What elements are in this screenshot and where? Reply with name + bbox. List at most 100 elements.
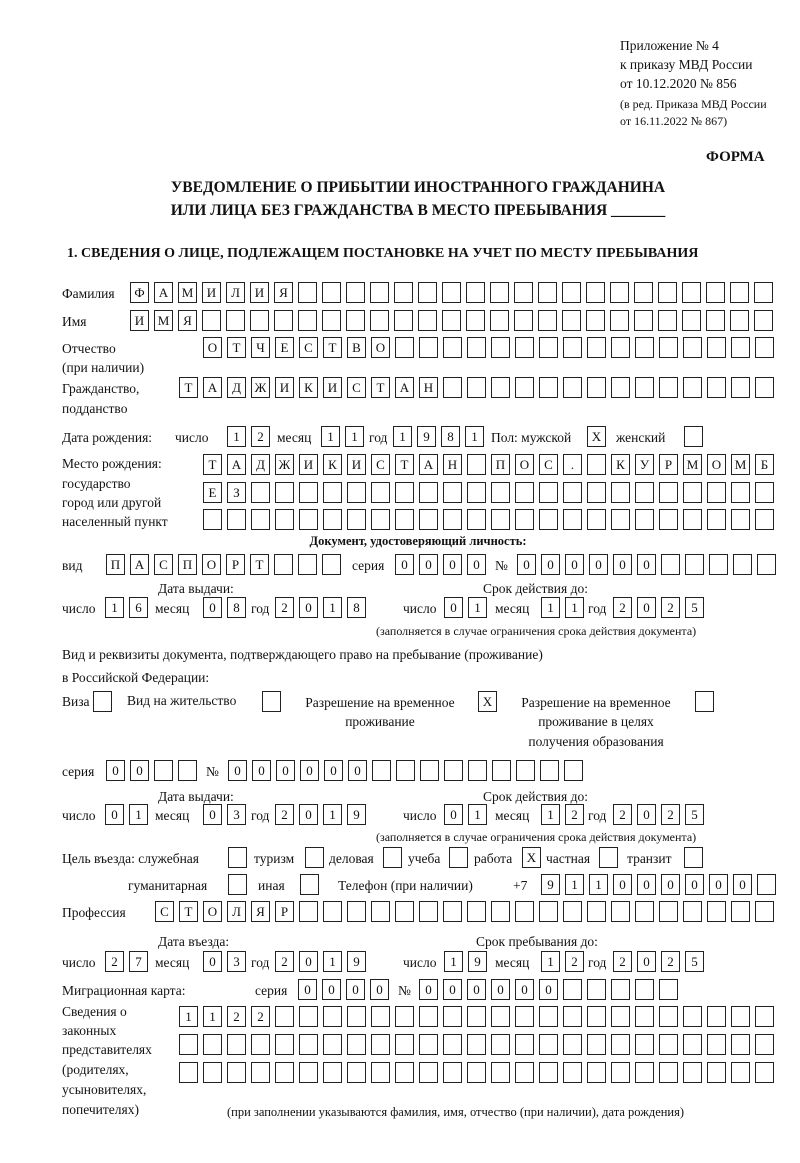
char-box[interactable] <box>491 337 510 358</box>
char-box[interactable]: X <box>478 691 497 712</box>
char-box[interactable] <box>515 482 534 503</box>
char-box[interactable] <box>733 554 752 575</box>
char-box[interactable]: 2 <box>275 951 294 972</box>
char-box[interactable]: С <box>155 901 174 922</box>
char-box[interactable]: 1 <box>444 951 463 972</box>
char-box[interactable] <box>395 1062 414 1083</box>
char-box[interactable]: Я <box>178 310 197 331</box>
char-box[interactable]: И <box>323 377 342 398</box>
char-box[interactable]: 0 <box>539 979 558 1000</box>
char-box[interactable]: 0 <box>637 597 656 618</box>
char-box[interactable]: Р <box>659 454 678 475</box>
char-box[interactable] <box>516 760 535 781</box>
char-box[interactable] <box>274 554 293 575</box>
char-box[interactable]: 0 <box>298 979 317 1000</box>
char-box[interactable] <box>179 1062 198 1083</box>
char-box[interactable]: X <box>522 847 541 868</box>
char-box[interactable] <box>515 377 534 398</box>
char-box[interactable]: Л <box>226 282 245 303</box>
char-box[interactable]: В <box>347 337 366 358</box>
char-box[interactable] <box>563 979 582 1000</box>
char-box[interactable] <box>371 1034 390 1055</box>
char-box[interactable]: 0 <box>346 979 365 1000</box>
char-box[interactable] <box>491 509 510 530</box>
char-box[interactable] <box>93 691 112 712</box>
char-box[interactable]: 0 <box>589 554 608 575</box>
char-box[interactable] <box>755 482 774 503</box>
char-box[interactable] <box>658 282 677 303</box>
visa-checkbox[interactable] <box>93 691 117 713</box>
char-box[interactable] <box>154 760 173 781</box>
char-box[interactable]: К <box>323 454 342 475</box>
purpose-tourism-checkbox[interactable] <box>305 847 329 869</box>
char-box[interactable] <box>587 901 606 922</box>
char-box[interactable]: О <box>203 337 222 358</box>
char-box[interactable] <box>491 482 510 503</box>
char-box[interactable]: 9 <box>347 804 366 825</box>
char-box[interactable] <box>754 282 773 303</box>
char-box[interactable] <box>539 901 558 922</box>
char-box[interactable]: 2 <box>251 426 270 447</box>
char-box[interactable] <box>661 554 680 575</box>
char-box[interactable] <box>706 282 725 303</box>
char-box[interactable] <box>684 426 703 447</box>
char-box[interactable] <box>611 1062 630 1083</box>
char-box[interactable]: 0 <box>444 804 463 825</box>
char-box[interactable]: 0 <box>443 979 462 1000</box>
char-box[interactable] <box>707 377 726 398</box>
char-box[interactable] <box>563 337 582 358</box>
char-box[interactable]: 1 <box>203 1006 222 1027</box>
char-box[interactable] <box>394 282 413 303</box>
char-box[interactable] <box>228 874 247 895</box>
char-box[interactable] <box>179 1034 198 1055</box>
char-box[interactable] <box>442 282 461 303</box>
char-box[interactable]: 0 <box>637 554 656 575</box>
char-box[interactable]: 0 <box>105 804 124 825</box>
char-box[interactable] <box>731 482 750 503</box>
char-box[interactable] <box>755 377 774 398</box>
char-box[interactable] <box>178 760 197 781</box>
char-box[interactable]: 1 <box>541 804 560 825</box>
char-box[interactable] <box>755 509 774 530</box>
char-box[interactable]: 0 <box>637 804 656 825</box>
char-box[interactable]: 0 <box>106 760 125 781</box>
char-box[interactable] <box>683 509 702 530</box>
char-box[interactable]: И <box>299 454 318 475</box>
char-box[interactable]: Е <box>203 482 222 503</box>
birth-place-row-3[interactable] <box>203 509 779 531</box>
char-box[interactable] <box>611 901 630 922</box>
char-box[interactable] <box>275 509 294 530</box>
char-box[interactable]: П <box>178 554 197 575</box>
char-box[interactable]: У <box>635 454 654 475</box>
male-checkbox[interactable]: X <box>587 426 611 448</box>
char-box[interactable] <box>491 1006 510 1027</box>
char-box[interactable] <box>323 901 342 922</box>
char-box[interactable]: 0 <box>637 874 656 895</box>
char-box[interactable] <box>610 282 629 303</box>
char-box[interactable] <box>683 377 702 398</box>
char-box[interactable]: К <box>611 454 630 475</box>
purpose-private-checkbox[interactable] <box>599 847 623 869</box>
char-box[interactable]: 0 <box>203 597 222 618</box>
char-box[interactable]: З <box>227 482 246 503</box>
char-box[interactable]: 0 <box>661 874 680 895</box>
char-box[interactable]: 0 <box>709 874 728 895</box>
char-box[interactable]: 0 <box>203 804 222 825</box>
char-box[interactable] <box>492 760 511 781</box>
char-box[interactable]: Е <box>275 337 294 358</box>
char-box[interactable]: 1 <box>179 1006 198 1027</box>
char-box[interactable]: 0 <box>322 979 341 1000</box>
char-box[interactable] <box>443 337 462 358</box>
char-box[interactable]: 0 <box>419 554 438 575</box>
char-box[interactable]: М <box>154 310 173 331</box>
char-box[interactable] <box>444 760 463 781</box>
char-box[interactable]: 2 <box>565 804 584 825</box>
char-box[interactable] <box>203 509 222 530</box>
